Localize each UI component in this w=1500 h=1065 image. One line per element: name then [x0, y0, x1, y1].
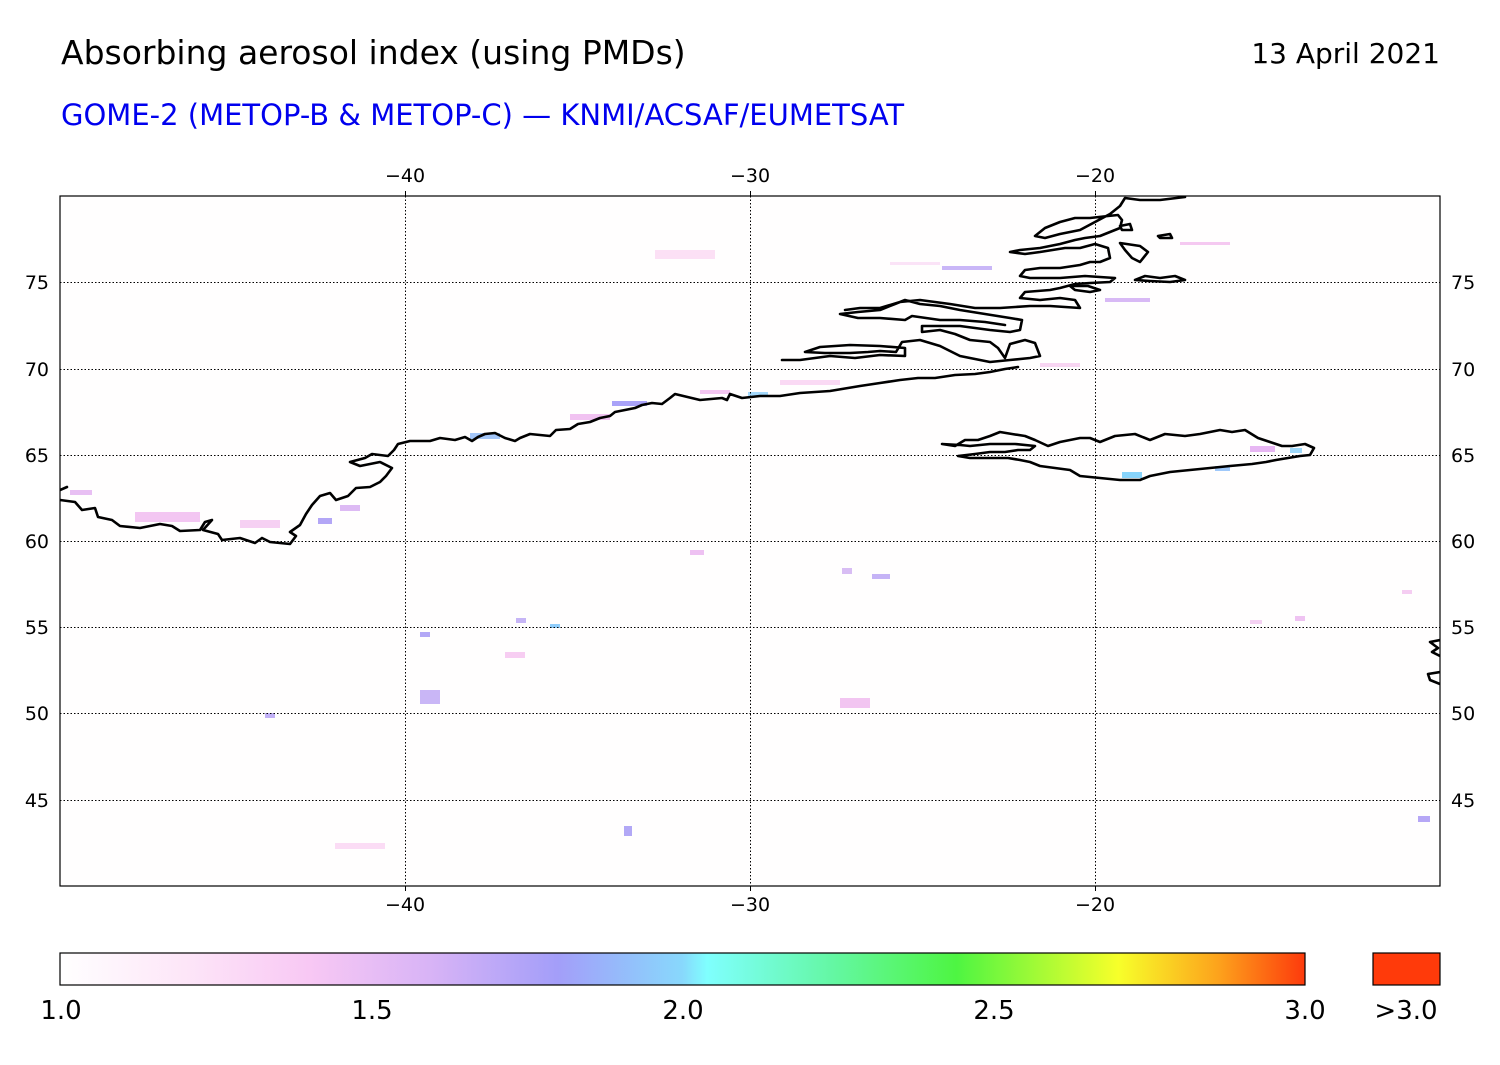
aerosol-patch — [570, 414, 610, 420]
map-subtitle: GOME-2 (METOP-B & METOP-C) — KNMI/ACSAF/… — [61, 98, 905, 132]
aerosol-patch — [748, 392, 768, 397]
lat-tick-label: 50 — [1451, 703, 1475, 725]
bottom-lon-labels: −40 −30 −20 — [385, 894, 1115, 916]
aerosol-patch — [1180, 242, 1230, 245]
colorbar-label: 2.5 — [973, 996, 1015, 1026]
aerosol-patch — [872, 574, 890, 579]
lat-tick-label: 65 — [1451, 445, 1475, 467]
aerosol-patch — [624, 826, 632, 836]
lon-tick-label: −40 — [385, 894, 425, 916]
aerosol-patch — [240, 520, 280, 528]
lat-tick-label: 45 — [25, 790, 49, 812]
top-lon-labels: −40 −30 −20 — [385, 165, 1115, 187]
aerosol-patch — [340, 505, 360, 511]
lon-tick-label: −30 — [730, 894, 770, 916]
aerosol-patch — [612, 401, 647, 406]
coastline-ireland — [1426, 638, 1440, 686]
aerosol-patch — [265, 713, 275, 718]
aerosol-patch — [780, 380, 840, 385]
lat-tick-label: 70 — [1451, 359, 1475, 381]
colorbar-label: 1.0 — [40, 996, 82, 1026]
colorbar-label: 2.0 — [662, 996, 704, 1026]
coastlines — [60, 196, 1440, 686]
aerosol-patch — [318, 518, 332, 524]
aerosol-patch — [942, 266, 992, 270]
lat-tick-label: 60 — [25, 531, 49, 553]
colorbar — [59, 952, 1306, 986]
lon-tick-label: −30 — [730, 165, 770, 187]
aerosol-patch — [135, 512, 200, 522]
lat-tick-label: 55 — [1451, 617, 1475, 639]
lat-tick-label: 50 — [25, 703, 49, 725]
coastline-greenland — [60, 365, 1020, 546]
gridlines — [60, 196, 1440, 886]
lat-tick-label: 65 — [25, 445, 49, 467]
lat-tick-label: 45 — [1451, 790, 1475, 812]
aerosol-patch — [420, 632, 430, 637]
aerosol-patches — [70, 242, 1430, 849]
aerosol-patch — [335, 843, 385, 849]
aerosol-patch — [890, 262, 940, 265]
colorbar-overflow — [1372, 952, 1441, 986]
colorbar-overflow-label: >3.0 — [1374, 996, 1438, 1026]
tick-marks — [405, 191, 1096, 891]
left-lat-labels: 75 70 65 60 55 50 45 — [25, 272, 49, 812]
colorbar-label: 1.5 — [351, 996, 393, 1026]
aerosol-patch — [655, 250, 715, 259]
aerosol-patch — [700, 390, 730, 394]
coastline-iceland — [940, 428, 1316, 482]
aerosol-patch — [1418, 816, 1430, 822]
aerosol-patch — [70, 490, 92, 495]
right-lat-labels: 75 70 65 60 55 50 45 — [1451, 272, 1475, 812]
aerosol-patch — [1250, 446, 1275, 452]
aerosol-patch — [1105, 298, 1150, 302]
coastline-fjords — [780, 196, 1187, 364]
aerosol-patch — [840, 698, 870, 708]
aerosol-patch — [1040, 363, 1080, 367]
aerosol-patch — [420, 690, 440, 704]
aerosol-patch — [470, 433, 500, 439]
aerosol-patch — [516, 618, 526, 623]
lon-tick-label: −40 — [385, 165, 425, 187]
lat-tick-label: 70 — [25, 359, 49, 381]
lon-tick-label: −20 — [1075, 894, 1115, 916]
map-title: Absorbing aerosol index (using PMDs) — [61, 33, 686, 72]
aerosol-patch — [690, 550, 704, 555]
aerosol-patch — [550, 624, 560, 628]
aerosol-patch — [1295, 616, 1305, 621]
lon-tick-label: −20 — [1075, 165, 1115, 187]
aerosol-patch — [842, 568, 852, 574]
aerosol-patch — [505, 652, 525, 658]
lat-tick-label: 60 — [1451, 531, 1475, 553]
aerosol-patch — [1250, 620, 1262, 624]
map-date: 13 April 2021 — [1251, 37, 1440, 70]
lat-tick-label: 75 — [1451, 272, 1475, 294]
aerosol-patch — [1402, 590, 1412, 594]
coastline-fjords — [1068, 222, 1187, 294]
lat-tick-label: 75 — [25, 272, 49, 294]
colorbar-label: 3.0 — [1284, 996, 1326, 1026]
aerosol-patch — [1122, 472, 1142, 478]
aerosol-patch — [1215, 466, 1230, 471]
lat-tick-label: 55 — [25, 617, 49, 639]
aerosol-patch — [1290, 448, 1302, 453]
